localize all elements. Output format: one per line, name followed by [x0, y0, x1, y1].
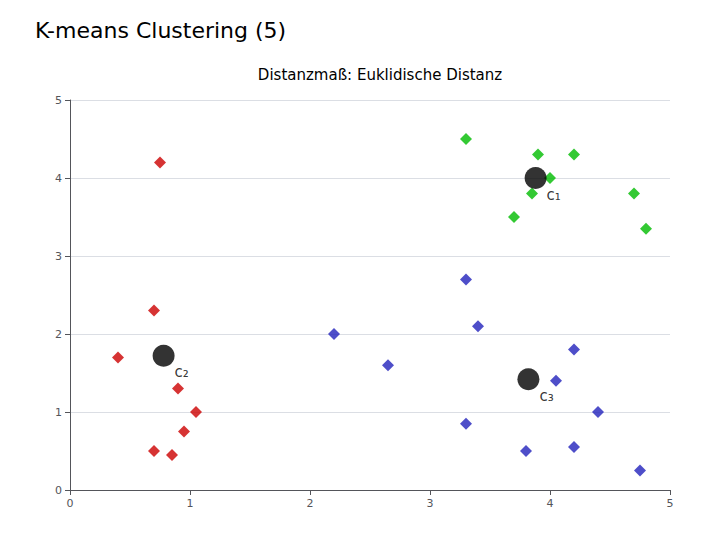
- svg-text:4: 4: [547, 497, 554, 510]
- svg-text:3: 3: [55, 250, 62, 263]
- svg-text:5: 5: [667, 497, 674, 510]
- svg-text:4: 4: [55, 172, 62, 185]
- svg-text:2: 2: [55, 328, 62, 341]
- svg-text:0: 0: [67, 497, 74, 510]
- svg-text:0: 0: [55, 484, 62, 497]
- svg-text:c₃: c₃: [539, 387, 553, 405]
- svg-text:c₂: c₂: [175, 363, 189, 381]
- svg-text:K-means Clustering (5): K-means Clustering (5): [35, 18, 286, 43]
- svg-text:2: 2: [307, 497, 314, 510]
- svg-text:c₁: c₁: [547, 186, 561, 204]
- svg-text:3: 3: [427, 497, 434, 510]
- svg-text:5: 5: [55, 94, 62, 107]
- svg-text:1: 1: [187, 497, 194, 510]
- svg-text:Distanzmaß: Euklidische Distan: Distanzmaß: Euklidische Distanz: [258, 66, 502, 84]
- svg-text:1: 1: [55, 406, 62, 419]
